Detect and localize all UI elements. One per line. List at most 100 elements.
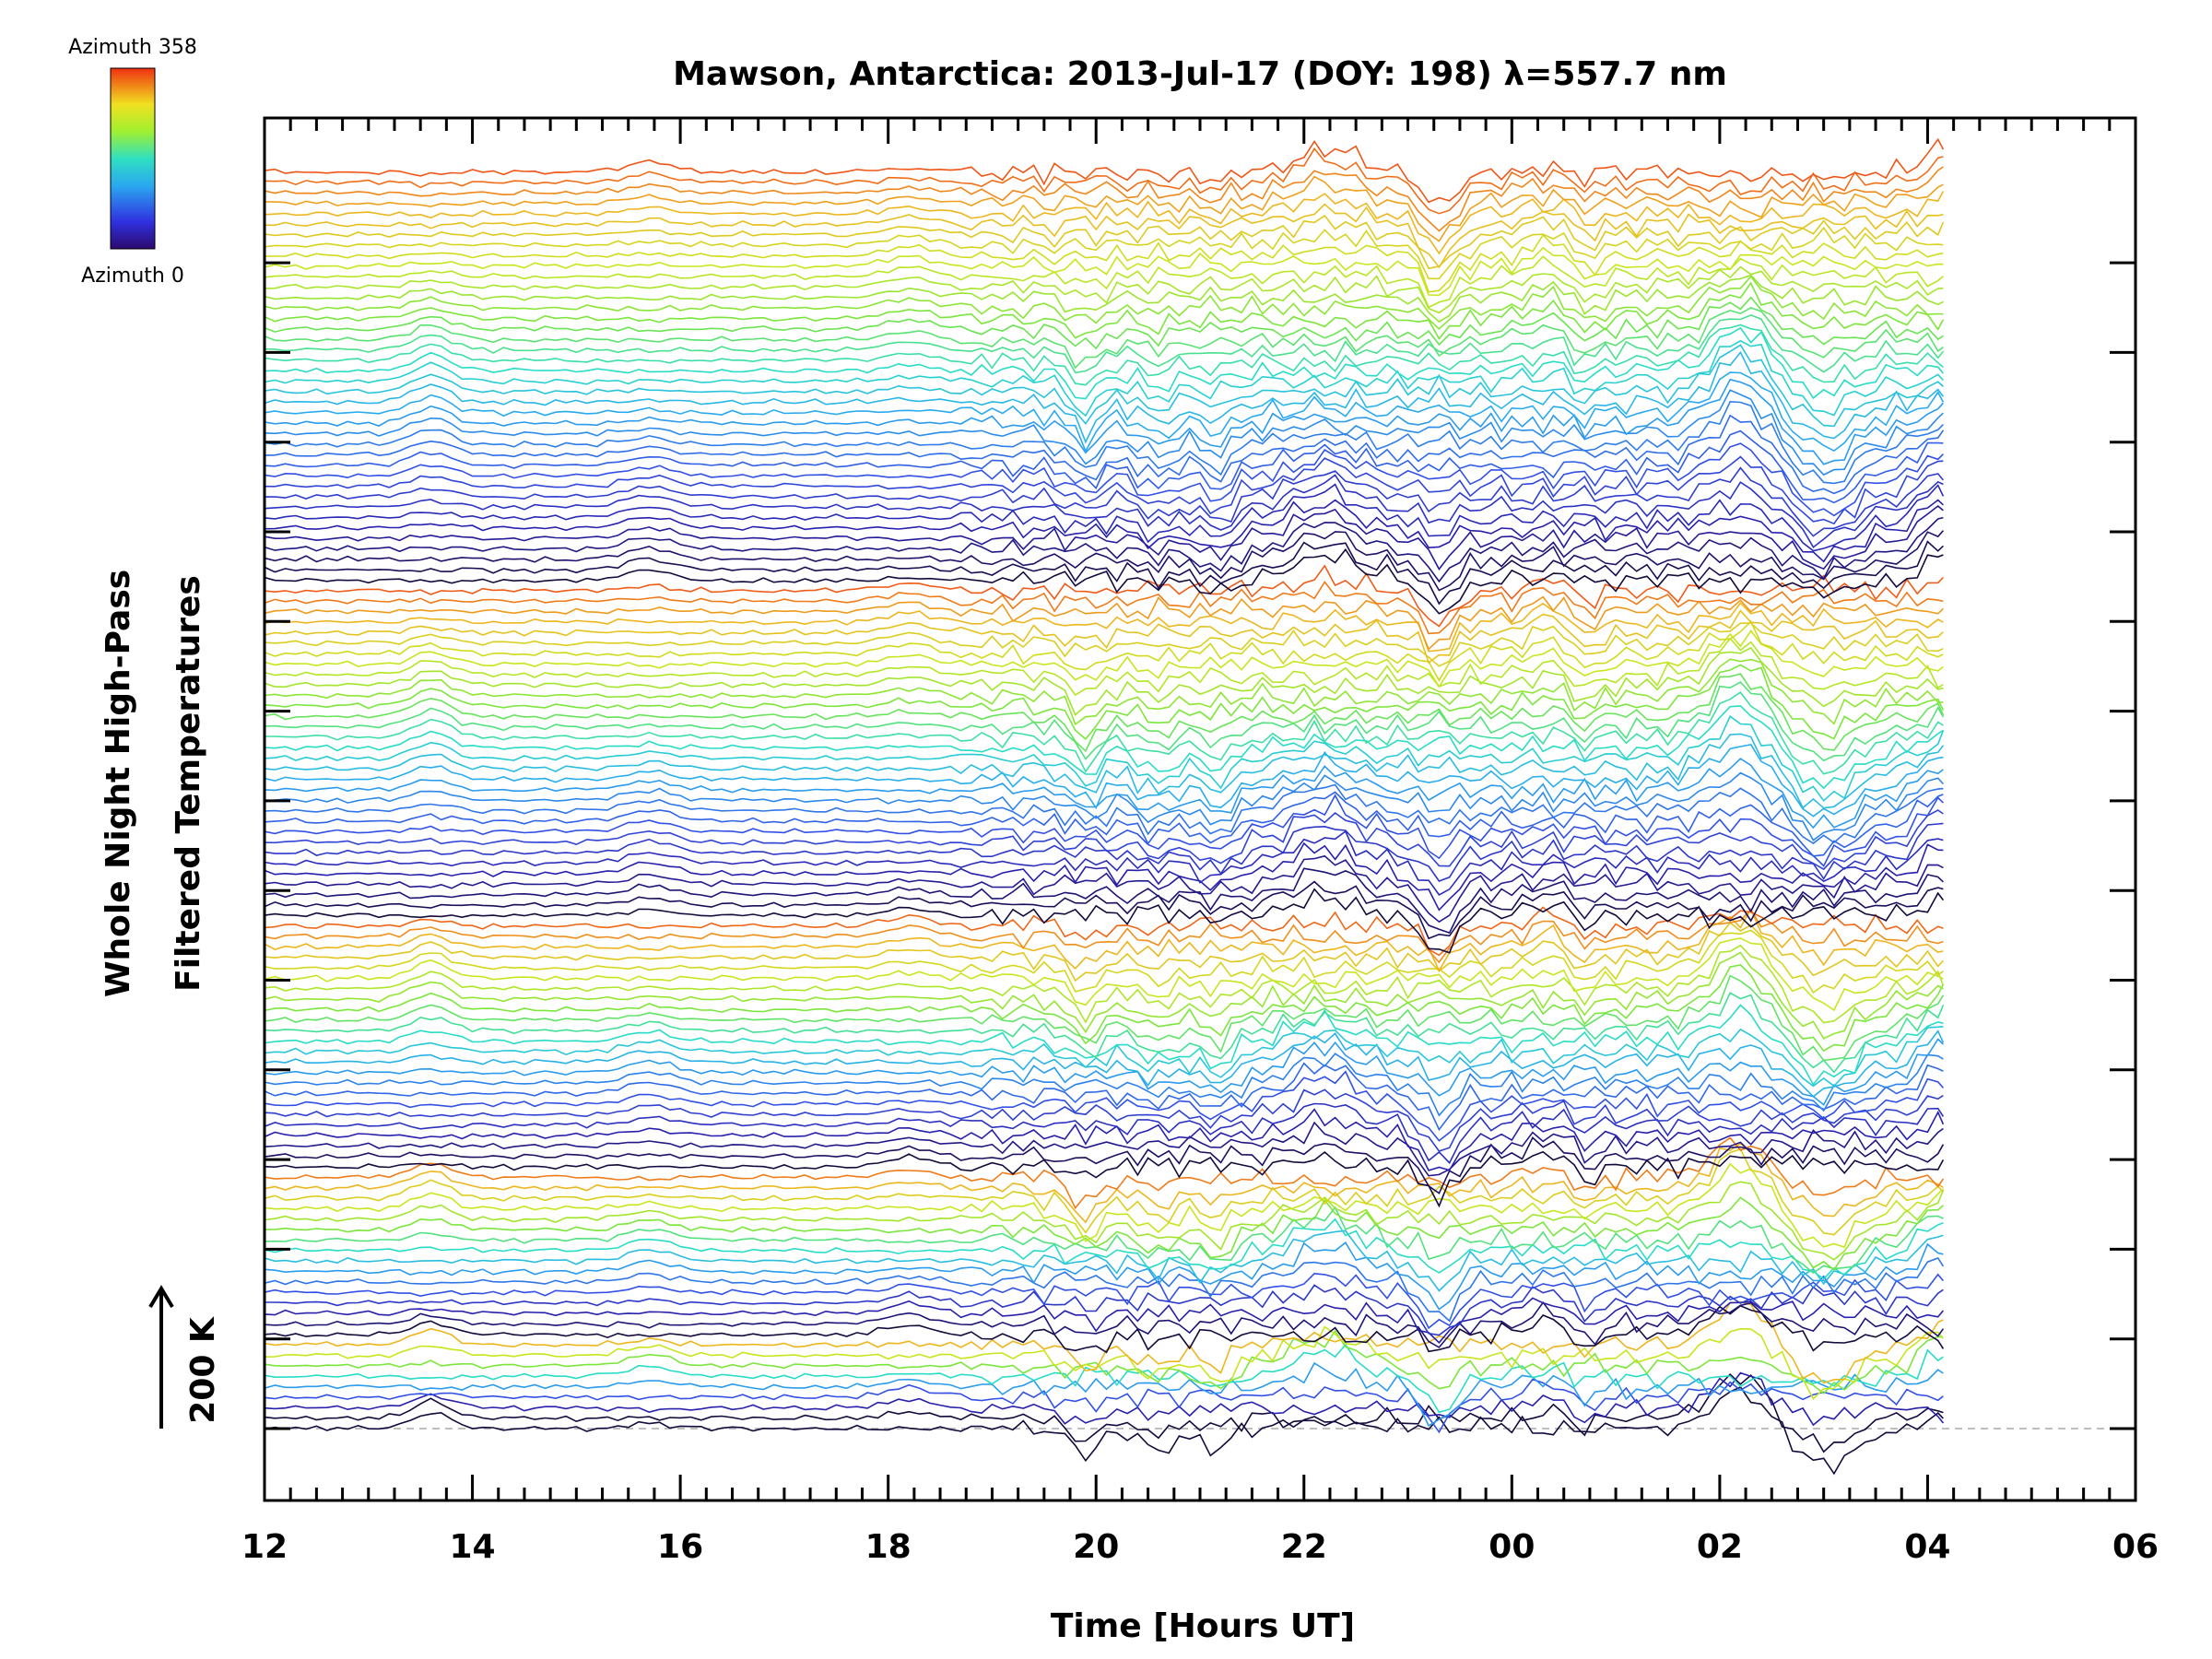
series-line-ring5-az4 xyxy=(265,841,1944,912)
series-line-ring4-az6 xyxy=(265,1070,1945,1142)
x-tick-label: 06 xyxy=(2112,1528,2159,1566)
series-line-ring4-az5 xyxy=(265,1088,1944,1152)
series-line-ring6-az20 xyxy=(265,326,1945,400)
series-line-ring5-az7 xyxy=(265,809,1944,871)
series-line-ring6-az28 xyxy=(265,265,1944,314)
series-line-ring5-az18 xyxy=(265,681,1945,762)
series-line-ring6-az2 xyxy=(265,530,1944,592)
series-line-ring4-az21 xyxy=(265,907,1944,972)
series-line-ring4-az2 xyxy=(265,1121,1944,1177)
scale-bar-label: 200 K xyxy=(184,1316,222,1424)
series-line-ring5-az12 xyxy=(265,758,1944,830)
series-line-ring6-az38 xyxy=(265,147,1944,215)
series-line-ring5-az11 xyxy=(265,771,1944,841)
series-line-ring6-az37 xyxy=(265,166,1944,232)
series-line-ring5-az29 xyxy=(265,595,1944,651)
series-line-ring5-az28 xyxy=(265,601,1944,653)
series-line-ring2-az7 xyxy=(265,1300,1944,1384)
series-line-ring5-az2 xyxy=(265,867,1944,935)
series-line-ring6-az17 xyxy=(265,350,1945,444)
chart-title: Mawson, Antarctica: 2013-Jul-17 (DOY: 19… xyxy=(673,55,1727,93)
series-line-ring3-az6 xyxy=(265,1241,1944,1311)
series-line-ring5-az14 xyxy=(265,733,1945,809)
series-line-ring6-az1 xyxy=(265,540,1944,606)
series-line-ring4-az13 xyxy=(265,992,1945,1074)
series-line-ring4-az17 xyxy=(265,944,1945,1024)
series-line-ring6-az23 xyxy=(265,307,1944,370)
series-line-ring5-az0 xyxy=(265,888,1945,954)
series-line-ring4-az22 xyxy=(265,908,1944,964)
series-line-ring6-az3 xyxy=(265,516,1944,583)
series-line-ring5-az25 xyxy=(265,620,1944,682)
series-line-ring4-az4 xyxy=(265,1102,1945,1165)
series-line-ring2-az6 xyxy=(265,1325,1945,1401)
tick-layer xyxy=(263,118,2137,1500)
series-line-ring3-az0 xyxy=(265,1304,1945,1354)
series-line-ring6-az12 xyxy=(265,414,1945,495)
series-line-ring6-az24 xyxy=(265,296,1944,350)
series-line-ring6-az10 xyxy=(265,442,1944,517)
series-line-ring6-az39 xyxy=(265,137,1945,204)
x-tick-label: 12 xyxy=(241,1528,288,1566)
series-line-ring5-az1 xyxy=(265,880,1944,940)
series-line-ring4-az18 xyxy=(265,937,1944,1012)
series-line-ring5-az17 xyxy=(265,691,1944,775)
series-line-ring2-az1 xyxy=(265,1371,1945,1427)
x-tick-label: 02 xyxy=(1697,1528,1743,1566)
series-line-ring2-az4 xyxy=(265,1343,1944,1414)
series-line-ring6-az32 xyxy=(265,226,1944,280)
x-tick-label: 20 xyxy=(1073,1528,1119,1566)
series-line-ring6-az13 xyxy=(265,400,1944,485)
series-line-ring6-az35 xyxy=(265,191,1945,255)
series-line-ring6-az14 xyxy=(265,389,1944,477)
series-line-ring4-az3 xyxy=(265,1108,1945,1171)
series-line-ring5-az26 xyxy=(265,622,1944,667)
series-line-ring2-az0 xyxy=(265,1372,1944,1453)
series-line-ring4-az7 xyxy=(265,1062,1944,1132)
series-line-ring2-az2 xyxy=(265,1378,1944,1434)
series-line-ring5-az22 xyxy=(265,646,1944,716)
series-line-ring5-az24 xyxy=(265,629,1944,688)
x-tick-label: 16 xyxy=(657,1528,703,1566)
series-line-ring6-az27 xyxy=(265,274,1944,324)
series-line-ring6-az19 xyxy=(265,339,1944,418)
series-line-ring3-az15 xyxy=(265,1136,1945,1210)
series-line-ring5-az23 xyxy=(265,637,1944,697)
series-line-ring4-az15 xyxy=(265,964,1945,1053)
series-line-ring6-az36 xyxy=(265,175,1944,242)
series-line-ring5-az8 xyxy=(265,794,1944,867)
series-line-ring3-az10 xyxy=(265,1196,1944,1271)
series-line-ring4-az10 xyxy=(265,1030,1945,1098)
series-line-ring6-az8 xyxy=(265,466,1945,537)
series-line-ring4-az11 xyxy=(265,1026,1944,1088)
series-line-ring3-az13 xyxy=(265,1147,1944,1236)
series-line-ring5-az30 xyxy=(265,580,1944,635)
series-line-ring6-az26 xyxy=(265,275,1944,330)
x-tick-label: 22 xyxy=(1281,1528,1327,1566)
series-line-ring3-az9 xyxy=(265,1206,1944,1275)
series-line-ring6-az5 xyxy=(265,499,1944,563)
series-line-ring6-az22 xyxy=(265,314,1945,374)
series-line-ring6-az30 xyxy=(265,246,1944,297)
series-line-ring5-az20 xyxy=(265,664,1945,741)
series-line-ring6-az29 xyxy=(265,255,1944,309)
colorbar-top-label: Azimuth 358 xyxy=(68,36,197,59)
series-line-ring6-az0 xyxy=(265,547,1944,615)
x-tick-label: 04 xyxy=(1904,1528,1950,1566)
series-line-ring6-az21 xyxy=(265,324,1944,386)
series-line-ring3-az11 xyxy=(265,1181,1945,1261)
series-line-ring6-az16 xyxy=(265,371,1945,453)
series-line-ring5-az31 xyxy=(265,564,1944,628)
series-line-ring6-az7 xyxy=(265,474,1944,548)
series-line-ring3-az3 xyxy=(265,1284,1944,1336)
series-line-ring3-az1 xyxy=(265,1300,1945,1348)
x-tick-label: 14 xyxy=(450,1528,496,1566)
series-line-ring4-az20 xyxy=(265,922,1944,982)
series-line-ring5-az16 xyxy=(265,705,1944,790)
series-line-ring5-az10 xyxy=(265,783,1944,844)
series-line-ring3-az12 xyxy=(265,1162,1944,1249)
series-line-ring5-az21 xyxy=(265,658,1944,726)
series-line-ring1-az0 xyxy=(265,1385,1944,1476)
series-line-ring6-az6 xyxy=(265,483,1945,552)
